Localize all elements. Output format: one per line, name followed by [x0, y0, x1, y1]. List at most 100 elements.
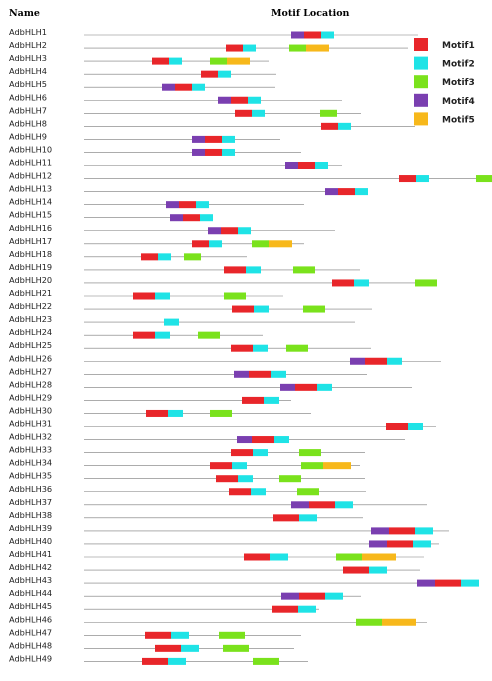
gene-name: AdbHLH21	[9, 288, 52, 298]
name-column-header: Name	[9, 8, 40, 19]
motif-box-m1	[231, 344, 253, 352]
legend-swatch-m3	[414, 75, 428, 89]
gene-name: AdbHLH16	[9, 223, 52, 233]
motif-box-m1	[299, 592, 325, 600]
motif-box-m4	[325, 188, 338, 196]
motif-box-m3	[279, 475, 301, 483]
motif-box-m1	[295, 383, 317, 391]
gene-name: AdbHLH12	[9, 171, 52, 181]
motif-box-m2	[413, 540, 431, 548]
motif-box-m1	[309, 501, 335, 509]
gene-name: AdbHLH48	[9, 640, 52, 650]
motif-box-m2	[254, 305, 269, 313]
motif-box-m5	[306, 44, 329, 52]
gene-name: AdbHLH28	[9, 379, 52, 389]
motif-box-m3	[476, 175, 492, 183]
gene-name: AdbHLH23	[9, 314, 52, 324]
gene-row: AdbHLH33	[9, 445, 365, 457]
motif-box-m4	[280, 383, 295, 391]
motif-box-m4	[417, 579, 435, 587]
gene-row: AdbHLH40	[9, 536, 439, 548]
motif-box-m1	[179, 201, 196, 209]
motif-box-m1	[332, 279, 354, 287]
motif-box-m2	[338, 122, 351, 130]
gene-row: AdbHLH30	[9, 405, 311, 417]
motif-box-m2	[264, 396, 279, 404]
motif-box-m3	[210, 57, 227, 65]
motif-box-m3	[297, 488, 319, 496]
legend-swatch-m2	[414, 56, 428, 70]
gene-row: AdbHLH48	[9, 640, 294, 652]
motif-box-m2	[253, 449, 268, 457]
motif-box-m2	[315, 162, 328, 169]
legend-swatch-m4	[414, 93, 428, 107]
motif-box-m4	[192, 148, 205, 156]
gene-row: AdbHLH17	[9, 236, 304, 248]
motif-box-m4	[291, 31, 304, 39]
motif-box-m5	[227, 57, 250, 65]
motif-box-m3	[210, 409, 232, 417]
gene-name: AdbHLH8	[9, 118, 47, 128]
gene-name: AdbHLH46	[9, 614, 52, 624]
legend-swatch-m5	[414, 112, 428, 126]
motif-box-m3	[293, 266, 315, 274]
motif-box-m1	[244, 553, 270, 561]
gene-name: AdbHLH45	[9, 601, 52, 611]
gene-row: AdbHLH1	[9, 27, 418, 39]
gene-name: AdbHLH10	[9, 144, 52, 154]
motif-box-m1	[435, 579, 461, 587]
gene-row: AdbHLH26	[9, 353, 441, 365]
motif-box-m1	[152, 57, 169, 65]
gene-row: AdbHLH14	[9, 197, 304, 209]
motif-box-m2	[168, 657, 186, 665]
motif-box-m1	[133, 331, 155, 339]
motif-box-m1	[155, 644, 181, 652]
legend-label-m5: Motif5	[442, 115, 475, 125]
motif-box-m3	[303, 305, 325, 313]
gene-row: AdbHLH6	[9, 92, 342, 104]
gene-row: AdbHLH41	[9, 549, 424, 561]
gene-row: AdbHLH22	[9, 301, 372, 313]
motif-box-m2	[355, 188, 368, 196]
gene-name: AdbHLH26	[9, 353, 52, 363]
gene-row: AdbHLH10	[9, 144, 301, 156]
gene-row: AdbHLH37	[9, 497, 427, 509]
motif-box-m1	[142, 657, 168, 665]
legend-label-m2: Motif2	[442, 60, 475, 70]
motif-box-m1	[221, 227, 238, 235]
motif-box-m5	[323, 462, 351, 470]
motif-box-m3	[223, 644, 249, 652]
gene-row: AdbHLH27	[9, 366, 367, 378]
motif-box-m3	[253, 657, 279, 665]
gene-name: AdbHLH24	[9, 327, 52, 337]
motif-box-m4	[208, 227, 221, 235]
motif-box-m2	[321, 31, 334, 39]
motif-box-m2	[168, 409, 183, 417]
motif-box-m3	[415, 279, 437, 287]
motif-box-m1	[232, 305, 254, 313]
legend-label-m4: Motif4	[442, 97, 475, 107]
gene-name: AdbHLH5	[9, 79, 47, 89]
gene-name: AdbHLH35	[9, 471, 52, 481]
motif-box-m1	[192, 240, 209, 248]
motif-box-m2	[252, 109, 265, 117]
motif-box-m4	[166, 201, 179, 209]
gene-name: AdbHLH43	[9, 575, 52, 585]
gene-row: AdbHLH29	[9, 392, 291, 404]
gene-row: AdbHLH38	[9, 510, 363, 522]
gene-name: AdbHLH18	[9, 249, 52, 259]
motif-box-m2	[171, 631, 189, 639]
motif-box-m2	[415, 527, 433, 535]
motif-box-m2	[222, 148, 235, 156]
motif-box-m1	[226, 44, 243, 52]
gene-name: AdbHLH25	[9, 340, 52, 350]
gene-name: AdbHLH6	[9, 92, 47, 102]
motif-box-m2	[461, 579, 479, 587]
gene-row: AdbHLH20	[9, 275, 437, 287]
motif-box-m4	[371, 527, 389, 535]
gene-row: AdbHLH18	[9, 249, 247, 261]
gene-row: AdbHLH15	[9, 210, 213, 222]
motif-box-m1	[141, 253, 158, 261]
motif-box-m2	[335, 501, 353, 509]
